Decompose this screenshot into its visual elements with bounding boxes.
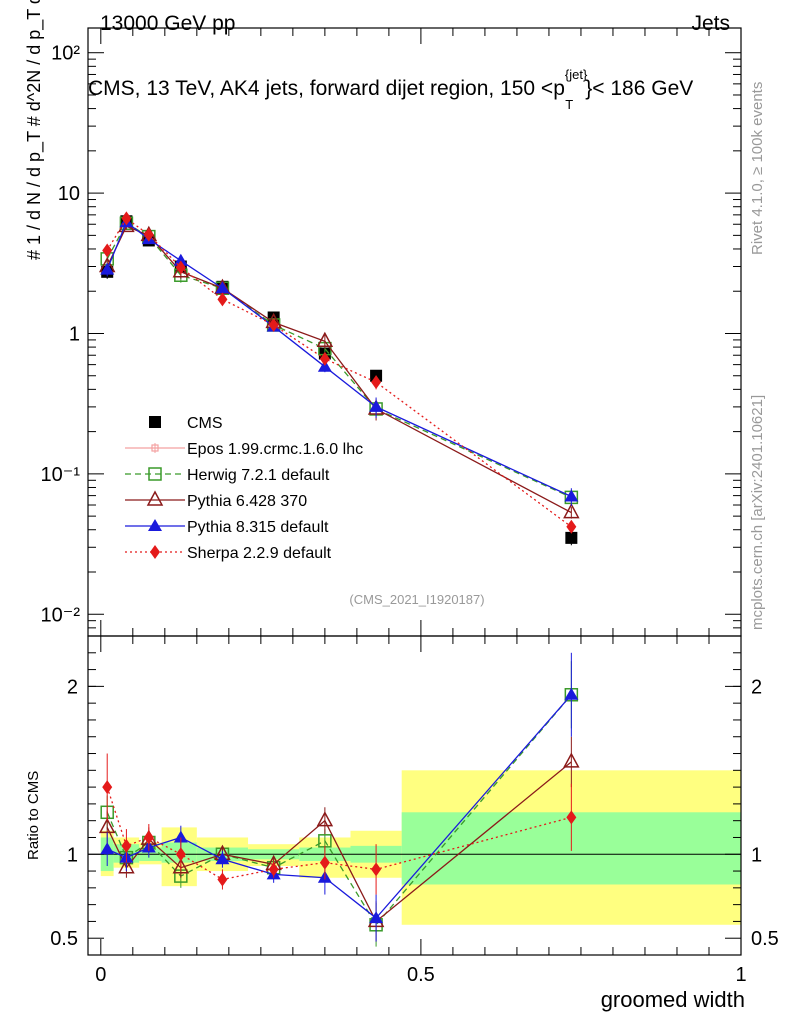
legend-entry: Epos 1.99.crmc.1.6.0 lhc — [125, 441, 363, 458]
chart-title-sub: T — [565, 97, 573, 112]
ratio-point — [98, 817, 116, 834]
ratio-point — [143, 830, 154, 845]
data-point — [143, 227, 154, 242]
analysis-label: (CMS_2021_I1920187) — [349, 592, 484, 607]
ratio-y-tick-label: 1 — [67, 844, 78, 866]
main-ylabel: # 1 / d N / d p_T # d^2N / d p_T dλ — [24, 0, 45, 260]
ratio-point — [175, 847, 186, 862]
y-tick-label: 10⁻² — [41, 604, 81, 626]
legend-label: Epos 1.99.crmc.1.6.0 lhc — [187, 441, 363, 458]
x-tick-label: 0.5 — [407, 964, 435, 986]
legend-label: Pythia 6.428 370 — [187, 493, 307, 510]
legend-marker — [146, 490, 164, 506]
chart-title-sup: {jet} — [565, 67, 588, 82]
data-point — [316, 331, 334, 348]
y-tick-label: 10⁻¹ — [41, 464, 81, 486]
x-tick-label: 1 — [735, 964, 746, 986]
ratio-point — [102, 780, 113, 795]
data-point — [369, 399, 384, 412]
ratio-y-tick-label: 0.5 — [50, 928, 78, 950]
series-pythia — [100, 215, 579, 507]
x-axis-label: groomed width — [601, 987, 745, 1012]
ratio-point — [371, 862, 382, 877]
legend-marker — [149, 416, 161, 428]
data-point — [217, 292, 228, 307]
ratio-point — [121, 838, 132, 853]
legend: CMS Epos 1.99.crmc.1.6.0 lhc Herwig 7.2.1 … — [125, 415, 363, 562]
ratio-point — [316, 811, 334, 827]
series-pythia — [98, 216, 580, 519]
legend-label: Herwig 7.2.1 default — [187, 467, 330, 484]
header-right: Jets — [691, 12, 730, 35]
main-panel: 10⁻² 10⁻¹ 1 10 10² — [41, 27, 742, 637]
legend-label: CMS — [187, 415, 223, 432]
ratio-point — [172, 858, 190, 874]
legend-entry: CMS — [149, 415, 223, 432]
y-tick-label: 10 — [58, 183, 80, 205]
data-point — [100, 262, 115, 275]
data-point — [102, 243, 113, 258]
ratio-panel: 0 0.5 10.5 0.51 12 2 — [50, 635, 779, 986]
chart-title: CMS, 13 TeV, AK4 jets, forward dijet reg… — [88, 67, 693, 112]
ratio-point — [215, 852, 230, 865]
ratio-point — [566, 810, 577, 825]
main-frame — [87, 27, 742, 637]
data-point — [173, 253, 188, 266]
chart-title-end: }< 186 GeV — [585, 77, 693, 100]
chart-title-main: CMS, 13 TeV, AK4 jets, forward dijet reg… — [88, 77, 565, 100]
legend-marker — [148, 519, 162, 531]
ratio-ylabel: Ratio to CMS — [25, 771, 42, 860]
legend-marker — [150, 545, 160, 559]
data-point — [565, 531, 578, 544]
legend-marker — [150, 443, 160, 453]
mcplots-label: mcplots.cern.ch [arXiv:2401.10621] — [749, 395, 766, 630]
rivet-label: Rivet 4.1.0, ≥ 100k events — [749, 82, 766, 255]
ratio-frame — [87, 635, 742, 956]
ratio-series-sherpa — [102, 753, 577, 895]
ratio-y-tick-label: 2 — [67, 676, 78, 698]
ratio-point — [100, 842, 115, 855]
legend-label: Sherpa 2.2.9 default — [187, 545, 332, 562]
data-point — [121, 211, 132, 226]
ratio-y-tick-label: 1 — [751, 844, 762, 866]
ylabel-main: # 1 / d N / d p_T # d^2N / d p_T dλ — [24, 0, 45, 260]
ratio-point — [369, 911, 384, 924]
y-tick-label: 1 — [69, 323, 80, 345]
data-point — [319, 351, 330, 366]
ratio-y-tick-label: 0.5 — [751, 928, 779, 950]
data-point — [175, 260, 186, 275]
ratio-point — [217, 872, 228, 887]
legend-marker — [148, 467, 162, 481]
ratio-point — [319, 855, 330, 870]
ratio-point — [563, 752, 580, 768]
ratio-point — [564, 687, 579, 700]
legend-entry: Pythia 8.315 default — [125, 519, 329, 536]
data-point — [215, 281, 230, 294]
legend-label: Pythia 8.315 default — [187, 519, 329, 536]
x-tick-label: 0 — [95, 964, 106, 986]
legend-entry: Pythia 6.428 370 — [125, 490, 307, 510]
ratio-line — [106, 694, 572, 926]
data-point — [371, 375, 382, 390]
ratio-y-tick-label: 2 — [751, 676, 762, 698]
data-point — [566, 519, 577, 534]
series-line — [106, 217, 572, 528]
legend-entry: Herwig 7.2.1 default — [125, 467, 330, 484]
ratio-point — [268, 862, 279, 877]
data-point — [563, 502, 580, 519]
data-point — [564, 489, 579, 502]
ratio-point — [118, 858, 135, 874]
legend-entry: Sherpa 2.2.9 default — [125, 545, 332, 562]
data-point — [268, 317, 279, 332]
y-tick-label: 10² — [51, 43, 80, 65]
ratio-point — [173, 830, 188, 843]
series-sherpa — [102, 211, 577, 534]
header-left: 13000 GeV pp — [100, 12, 235, 35]
